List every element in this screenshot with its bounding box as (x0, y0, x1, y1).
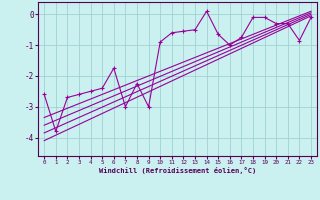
X-axis label: Windchill (Refroidissement éolien,°C): Windchill (Refroidissement éolien,°C) (99, 167, 256, 174)
